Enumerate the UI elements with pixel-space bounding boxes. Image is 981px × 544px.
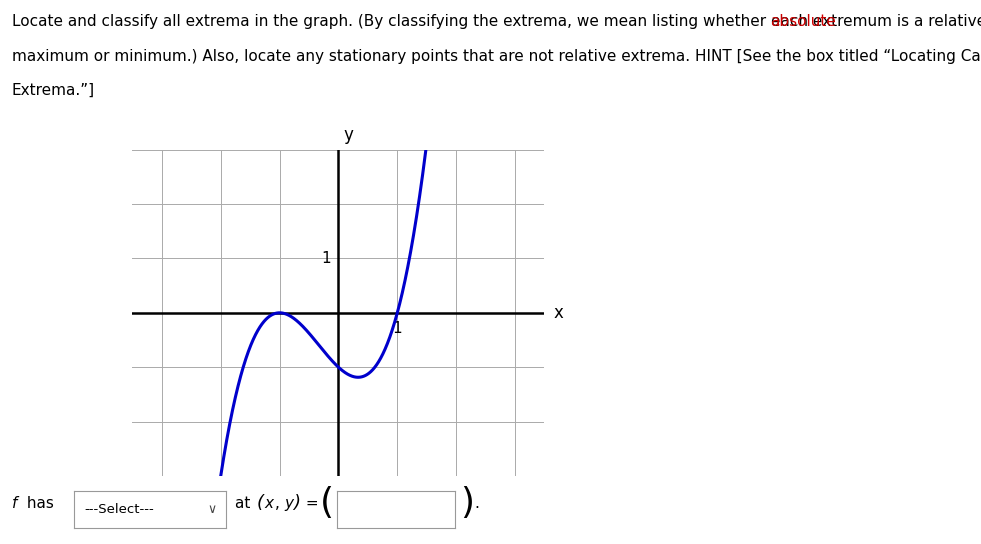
- Text: (: (: [257, 494, 264, 512]
- Text: Locate and classify all extrema in the graph. (By classifying the extrema, we me: Locate and classify all extrema in the g…: [12, 14, 981, 29]
- Text: ,: ,: [275, 496, 284, 511]
- Text: y: y: [284, 496, 293, 511]
- Text: y: y: [343, 126, 353, 144]
- Text: x: x: [553, 304, 563, 322]
- Text: maximum or minimum.) Also, locate any stationary points that are not relative ex: maximum or minimum.) Also, locate any st…: [12, 49, 981, 64]
- Text: at: at: [235, 496, 256, 511]
- Text: (: (: [320, 486, 334, 520]
- Text: .: .: [475, 496, 480, 511]
- Text: 1: 1: [392, 321, 402, 336]
- Text: 1: 1: [322, 251, 332, 266]
- Text: Extrema.”]: Extrema.”]: [12, 83, 95, 98]
- Text: absolute: absolute: [771, 14, 837, 29]
- Text: ): ): [460, 486, 474, 520]
- Text: ∨: ∨: [207, 503, 217, 516]
- Text: ): ): [293, 494, 300, 512]
- Text: f: f: [12, 496, 17, 511]
- Text: =: =: [301, 496, 324, 511]
- Text: ---Select---: ---Select---: [84, 503, 154, 516]
- Text: x: x: [265, 496, 274, 511]
- Text: has: has: [22, 496, 53, 511]
